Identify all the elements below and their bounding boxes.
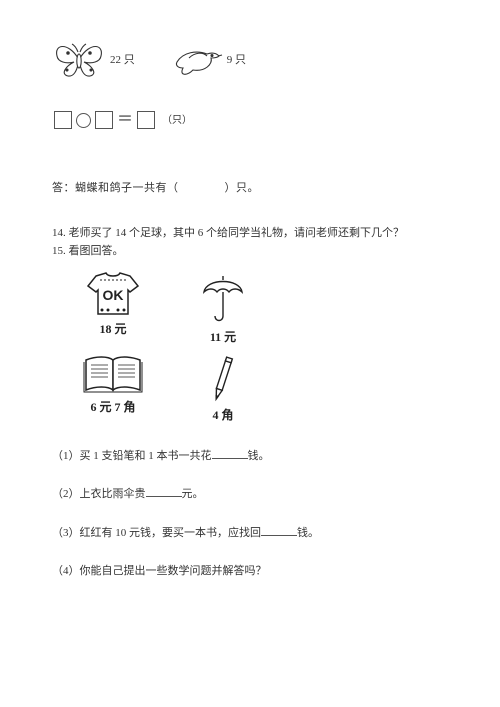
operator-circle [76,113,91,128]
sub-question-4: （4）你能自己提出一些数学问题并解答吗？ [52,563,448,580]
blank-field [146,486,182,497]
item-book: 6 元 7 角 [58,352,168,424]
sub-question-2: （2）上衣比雨伞贵 元。 [52,486,448,503]
pencil-icon [203,352,243,404]
price-items-grid: OK 18 元 11 元 [58,270,448,424]
item-shirt: OK 18 元 [58,270,168,346]
butterfly-icon [52,40,106,80]
sq2-text-b: 元。 [182,488,204,500]
sq2-text-a: （2）上衣比雨伞贵 [52,488,146,500]
dove-group: 9 只 [169,42,246,78]
equals-sign: ＝ [117,108,133,132]
dove-count: 9 只 [227,52,246,69]
blank-field [212,448,248,459]
umbrella-icon [198,270,248,326]
dove-icon [169,42,223,78]
blank-field [261,525,297,536]
shirt-icon: OK [82,270,144,318]
question-15: 15. 看图回答。 [52,243,448,260]
question-14: 14. 老师买了 14 个足球，其中 6 个给同学当礼物，请问老师还剩下几个？ [52,225,448,242]
sub-question-3: （3）红红有 10 元钱，要买一本书，应找回 钱。 [52,525,448,542]
butterfly-count: 22 只 [110,52,135,69]
shirt-price: 18 元 [99,320,126,338]
sq3-text-b: 钱。 [297,527,319,539]
item-pencil: 4 角 [168,352,278,424]
equation-template: ＝ （只） [54,108,448,132]
svg-text:OK: OK [103,287,124,303]
sq1-text-b: 钱。 [248,450,270,462]
animal-count-row: 22 只 9 只 [52,40,448,80]
operand-box [95,111,113,129]
umbrella-price: 11 元 [210,328,236,346]
answer-sentence: 答：蝴蝶和鸽子一共有（ ）只。 [52,180,448,197]
book-icon [80,352,146,396]
sub-question-1: （1）买 1 支铅笔和 1 本书一共花 钱。 [52,448,448,465]
operand-box [54,111,72,129]
result-box [137,111,155,129]
equation-unit: （只） [162,113,192,128]
butterfly-group: 22 只 [52,40,135,80]
item-umbrella: 11 元 [168,270,278,346]
sq1-text-a: （1）买 1 支铅笔和 1 本书一共花 [52,450,212,462]
sq3-text-a: （3）红红有 10 元钱，要买一本书，应找回 [52,527,261,539]
book-price: 6 元 7 角 [90,398,135,416]
pencil-price: 4 角 [212,406,233,424]
